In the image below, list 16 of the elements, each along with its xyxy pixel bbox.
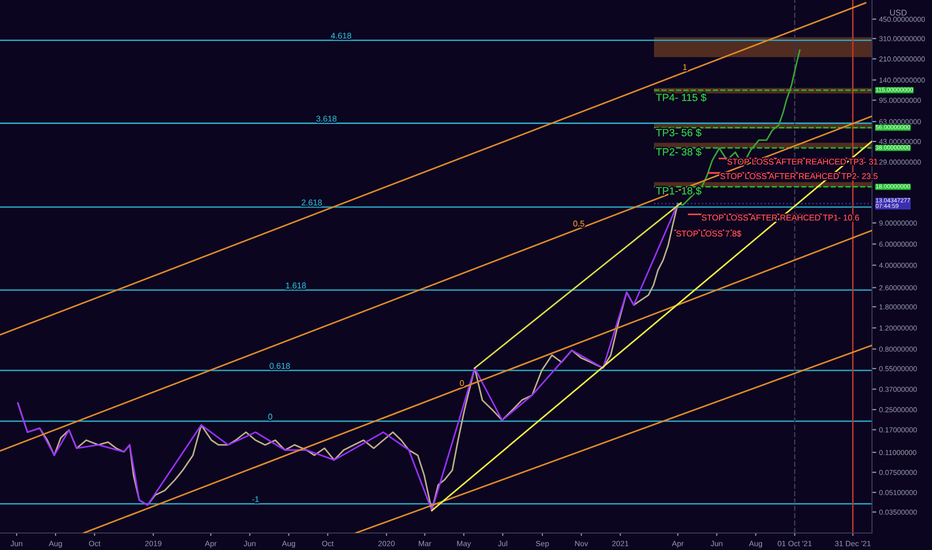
annotation: 1.618: [286, 282, 306, 288]
annotation: 4.618: [330, 32, 352, 39]
annotation: 1: [683, 64, 687, 70]
annotation: 0.5: [573, 220, 584, 227]
annotation: 0: [460, 380, 464, 386]
annotation: STOP LOSS 7.8$: [676, 230, 742, 238]
annotation: 0.618: [270, 362, 290, 369]
annotation: 2.618: [302, 200, 322, 206]
annotation: TP2- 38 $: [656, 148, 702, 156]
annotation: -1: [252, 496, 259, 502]
y-axis-title: USD: [890, 10, 907, 16]
annotation: 3.618: [316, 116, 337, 122]
annotation: TP3- 56 $: [656, 128, 702, 137]
annotation: 0: [268, 414, 272, 420]
line-series: [677, 49, 801, 206]
annotation: TP4- 115 $: [656, 93, 706, 102]
